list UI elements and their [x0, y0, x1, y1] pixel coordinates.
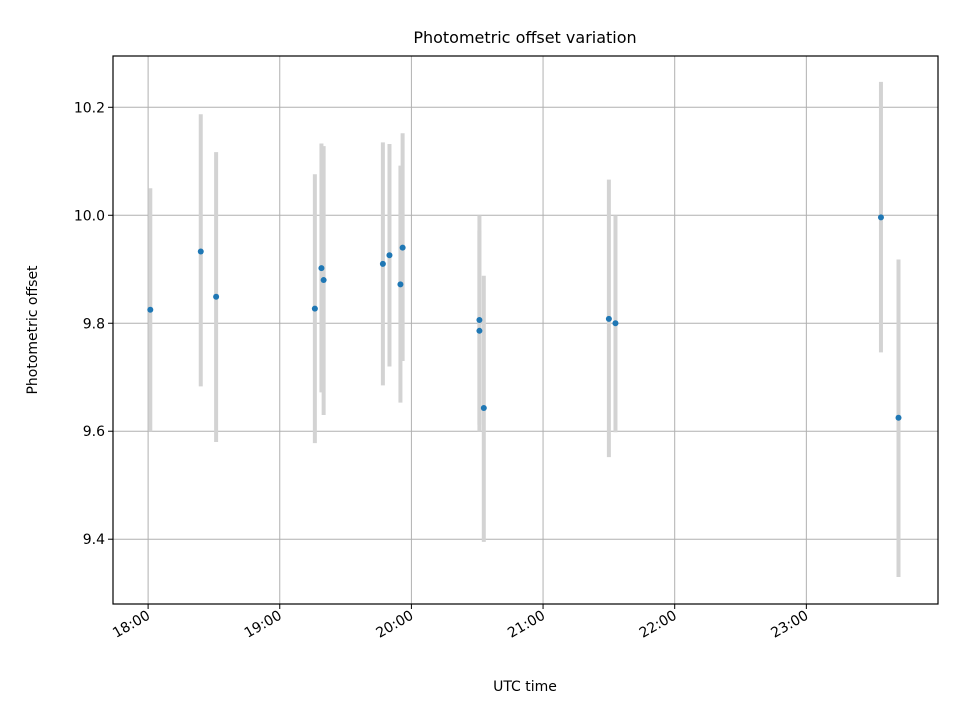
data-point [480, 405, 487, 412]
y-tick-label: 9.8 [83, 316, 105, 332]
y-tick-label: 10.2 [74, 100, 105, 116]
grid-layer [113, 56, 938, 604]
y-tick-label: 9.4 [83, 532, 105, 548]
data-point [311, 305, 318, 312]
data-point [877, 214, 884, 221]
data-point [318, 265, 325, 272]
y-axis-label: Photometric offset [25, 265, 41, 395]
y-tick-label: 9.6 [83, 424, 105, 440]
y-tick-label: 10.0 [74, 208, 105, 224]
data-point [605, 315, 612, 322]
chart-title: Photometric offset variation [413, 28, 636, 47]
data-point [399, 244, 406, 251]
data-point [197, 248, 204, 255]
data-point [386, 252, 393, 259]
data-point [476, 327, 483, 334]
data-point [320, 277, 327, 284]
data-point [147, 306, 154, 313]
data-point [895, 414, 902, 421]
plot-frame [112, 55, 939, 605]
data-point [397, 281, 404, 288]
data-point [476, 317, 483, 324]
data-point [379, 260, 386, 267]
data-point [213, 293, 220, 300]
x-axis-label: UTC time [493, 679, 557, 695]
point-layer [147, 214, 902, 421]
plot-area [113, 56, 938, 604]
data-point [612, 320, 619, 327]
